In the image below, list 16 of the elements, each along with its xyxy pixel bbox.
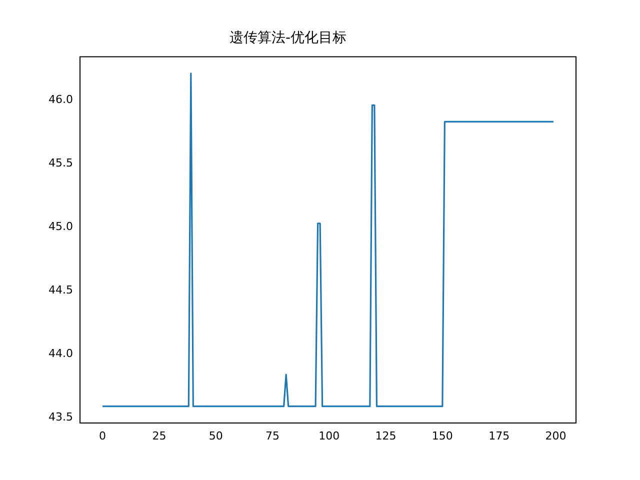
x-tick-label: 0 xyxy=(99,429,106,442)
y-tick-label: 44.0 xyxy=(48,347,73,360)
y-tick-label: 44.5 xyxy=(48,284,73,297)
x-tick-label: 175 xyxy=(488,429,510,442)
y-tick-label: 43.5 xyxy=(48,410,73,424)
y-tick-label: 45.0 xyxy=(48,220,73,234)
y-tick-label: 45.5 xyxy=(48,156,73,170)
chart-title: 遗传算法-优化目标 xyxy=(229,30,347,46)
x-tick-label: 200 xyxy=(545,429,566,442)
x-tick-label: 50 xyxy=(208,429,223,442)
x-tick-label: 100 xyxy=(318,429,340,442)
x-tick-label: 125 xyxy=(375,429,396,442)
x-tick-label: 25 xyxy=(152,429,166,442)
x-tick-label: 75 xyxy=(265,429,280,442)
x-tick-label: 150 xyxy=(432,429,453,442)
y-tick-label: 46.0 xyxy=(48,92,73,106)
